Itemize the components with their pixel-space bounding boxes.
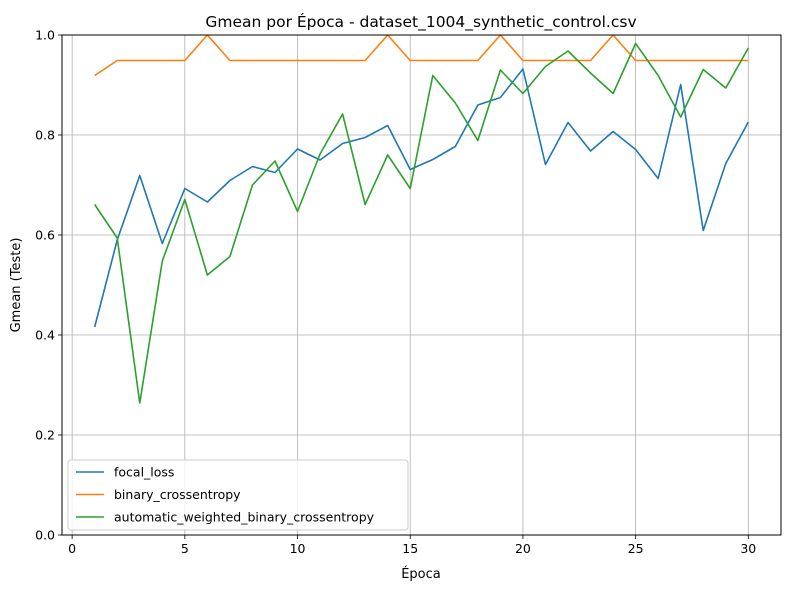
plot-frame xyxy=(61,34,782,536)
x-tick-label: 15 xyxy=(402,541,418,556)
series-lines xyxy=(93,35,750,404)
series-line-automatic-weighted-binary-crossentropy xyxy=(94,42,750,404)
x-tick-label: 30 xyxy=(740,541,756,556)
y-tick-label: 0.4 xyxy=(35,328,55,343)
chart-title: Gmean por Época - dataset_1004_synthetic… xyxy=(205,12,636,32)
y-axis-label: Gmean (Teste) xyxy=(9,238,24,333)
y-tick-label: 0.8 xyxy=(35,128,55,143)
x-tick-label: 20 xyxy=(515,541,531,556)
x-tick-label: 10 xyxy=(290,541,306,556)
legend-label: automatic_weighted_binary_crossentropy xyxy=(114,510,375,525)
y-tick-label: 1.0 xyxy=(35,28,55,43)
series-line-binary-crossentropy xyxy=(94,35,749,77)
legend-label: binary_crossentropy xyxy=(114,487,241,502)
x-tick-label: 5 xyxy=(181,541,189,556)
y-tick-label: 0.0 xyxy=(35,528,55,543)
x-tick-label: 25 xyxy=(628,541,644,556)
legend-label: focal_loss xyxy=(114,465,174,480)
axis-ticks: 0 5 10 15 20 25 30 0.0 0.2 0.4 0.6 0.8 1.0 xyxy=(35,28,756,557)
y-tick-label: 0.2 xyxy=(35,428,55,443)
legend-box xyxy=(67,459,409,531)
x-tick-label: 0 xyxy=(68,541,76,556)
x-axis-label: Época xyxy=(401,566,441,582)
legend: focal_loss binary_crossentropy automatic_w… xyxy=(67,459,409,531)
series-line-focal-loss xyxy=(93,68,750,328)
y-tick-label: 0.6 xyxy=(35,228,55,243)
